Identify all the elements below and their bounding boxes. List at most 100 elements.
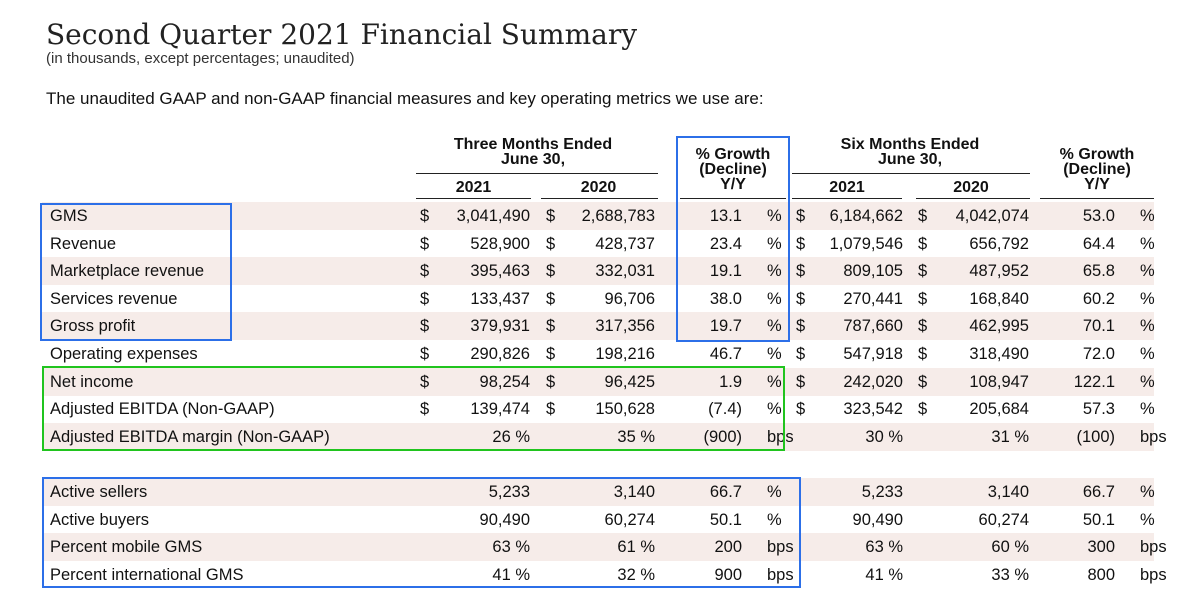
cell-h21: 323,542 [843,400,903,418]
cell-h21: 41 % [865,566,903,584]
cell-qg-unit: % [767,262,782,280]
intro-text: The unaudited GAAP and non-GAAP financia… [46,89,764,108]
cell-h20-cur: $ [918,345,928,363]
cell-qg: 200 [714,538,742,556]
cell-q20-cur: $ [546,262,556,280]
table-row: Adjusted EBITDA (Non-GAAP) $139,474 $150,6… [42,395,1155,423]
cell-h20: 60 % [991,538,1029,556]
row-label: Percent mobile GMS [50,538,203,556]
cell-q21: 41 % [492,566,530,584]
year-header: 2020 [580,179,617,196]
row-label: Revenue [50,235,117,253]
cell-q21: 5,233 [488,483,530,501]
cell-q20-cur: $ [546,345,556,363]
cell-h20-cur: $ [918,290,928,308]
cell-h20-cur: $ [918,262,928,280]
header-growth-quarter: % Growth (Decline) Y/Y [695,146,771,193]
table-row: Services revenue $133,437 $96,706 38.0% $270… [42,285,1155,313]
cell-h20: 205,684 [969,400,1029,418]
cell-q21-cur: $ [420,290,430,308]
table-row: Net income $98,254 $96,425 1.9% $242,020 $108… [42,368,1155,396]
cell-h20: 60,274 [978,511,1029,529]
cell-qg-unit: bps [767,538,794,556]
cell-h21-cur: $ [796,373,806,391]
cell-q21-cur: $ [420,400,430,418]
cell-h20-cur: $ [918,373,928,391]
row-label: Adjusted EBITDA margin (Non-GAAP) [50,428,330,446]
cell-h21: 1,079,546 [829,235,903,253]
cell-hg-unit: bps [1140,566,1167,584]
cell-h20: 4,042,074 [955,207,1029,225]
cell-qg: 46.7 [709,345,742,363]
cell-q21: 290,826 [470,345,530,363]
cell-q21: 26 % [492,428,530,446]
cell-h21: 242,020 [843,373,903,391]
row-label: Active buyers [50,511,150,529]
cell-q20: 2,688,783 [581,207,655,225]
cell-h21-cur: $ [796,400,806,418]
cell-q21-cur: $ [420,207,430,225]
cell-hg: 65.8 [1082,262,1115,280]
cell-qg: 66.7 [709,483,742,501]
cell-h20-cur: $ [918,207,928,225]
cell-hg: 64.4 [1082,235,1115,253]
cell-hg-unit: % [1140,345,1155,363]
cell-qg: 13.1 [709,207,742,225]
row-label: Marketplace revenue [50,262,205,280]
cell-h21: 787,660 [843,317,903,335]
table-row: Operating expenses $290,826 $198,216 46.7% $… [42,340,1155,368]
table-row: Percent mobile GMS 63 % 61 % 200 bps 63 % 60 %… [42,533,1167,561]
cell-hg: 53.0 [1082,207,1115,225]
cell-hg: (100) [1076,428,1115,446]
row-label: Percent international GMS [50,566,244,584]
cell-q21: 63 % [492,538,530,556]
cell-q21-cur: $ [420,317,430,335]
cell-qg: 1.9 [719,373,742,391]
cell-h20: 487,952 [969,262,1029,280]
cell-qg: 50.1 [709,511,742,529]
cell-q20: 3,140 [613,483,655,501]
cell-hg-unit: % [1140,317,1155,335]
year-header: 2021 [829,179,865,196]
cell-h21: 5,233 [861,483,903,501]
cell-h20: 33 % [991,566,1029,584]
cell-h21: 63 % [865,538,903,556]
cell-q20: 35 % [617,428,655,446]
cell-qg-unit: % [767,345,782,363]
cell-q21: 3,041,490 [456,207,530,225]
cell-q20: 317,356 [595,317,655,335]
cell-qg: 19.7 [709,317,742,335]
cell-h20: 3,140 [987,483,1029,501]
row-label: Services revenue [50,290,178,308]
cell-q21: 528,900 [470,235,530,253]
cell-q20-cur: $ [546,290,556,308]
cell-hg: 50.1 [1082,511,1115,529]
cell-q20: 150,628 [595,400,655,418]
cell-qg-unit: % [767,290,782,308]
cell-hg-unit: % [1140,207,1155,225]
header-three-months: Three Months Ended June 30, [453,136,613,168]
table-row: Percent international GMS 41 % 32 % 900 bps 4… [42,561,1167,589]
row-label: Operating expenses [50,345,198,363]
cell-h20: 108,947 [969,373,1029,391]
cell-q21-cur: $ [420,373,430,391]
cell-h20: 462,995 [969,317,1029,335]
table-row: Revenue $528,900 $428,737 23.4% $1,079,546 $6… [42,230,1155,258]
cell-qg-unit: % [767,483,782,501]
cell-qg-unit: % [767,317,782,335]
cell-hg: 60.2 [1082,290,1115,308]
row-label: GMS [50,207,88,225]
page-title: Second Quarter 2021 Financial Summary [46,18,638,51]
cell-q20: 96,706 [604,290,655,308]
cell-h21: 809,105 [843,262,903,280]
cell-hg-unit: bps [1140,538,1167,556]
row-label: Active sellers [50,483,148,501]
cell-hg-unit: % [1140,511,1155,529]
table-row: Adjusted EBITDA margin (Non-GAAP) 26 % 35 … [42,423,1167,451]
cell-hg: 300 [1087,538,1115,556]
cell-q21: 98,254 [479,373,530,391]
table-row: Active buyers 90,490 60,274 50.1% 90,490 60,2… [42,506,1155,534]
cell-qg: 19.1 [709,262,742,280]
cell-q20: 428,737 [595,235,655,253]
cell-q21-cur: $ [420,262,430,280]
